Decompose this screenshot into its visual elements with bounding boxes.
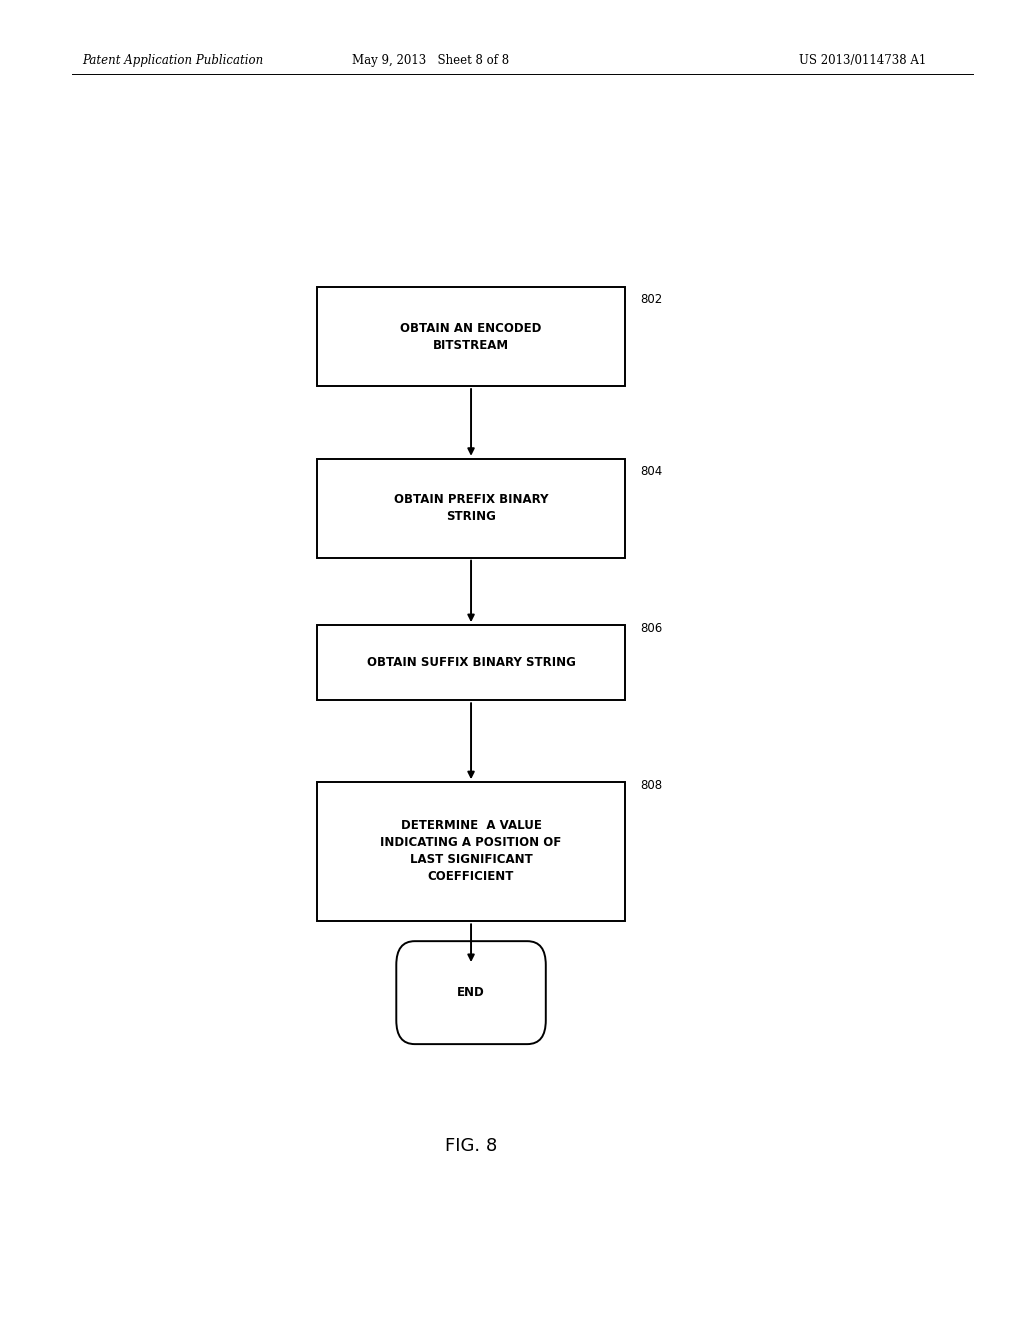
Bar bbox=[317, 626, 625, 700]
Text: FIG. 8: FIG. 8 bbox=[444, 1137, 498, 1155]
Text: OBTAIN AN ENCODED
BITSTREAM: OBTAIN AN ENCODED BITSTREAM bbox=[400, 322, 542, 351]
Bar bbox=[317, 781, 625, 921]
Text: OBTAIN SUFFIX BINARY STRING: OBTAIN SUFFIX BINARY STRING bbox=[367, 656, 575, 669]
FancyBboxPatch shape bbox=[396, 941, 546, 1044]
Text: Patent Application Publication: Patent Application Publication bbox=[82, 54, 263, 67]
Text: OBTAIN PREFIX BINARY
STRING: OBTAIN PREFIX BINARY STRING bbox=[394, 494, 548, 523]
Bar bbox=[317, 459, 625, 557]
Text: 808: 808 bbox=[640, 779, 663, 792]
Text: DETERMINE  A VALUE
INDICATING A POSITION OF
LAST SIGNIFICANT
COEFFICIENT: DETERMINE A VALUE INDICATING A POSITION … bbox=[380, 820, 562, 883]
Text: US 2013/0114738 A1: US 2013/0114738 A1 bbox=[799, 54, 926, 67]
Text: END: END bbox=[457, 986, 485, 999]
Text: 806: 806 bbox=[640, 622, 663, 635]
Text: 804: 804 bbox=[640, 465, 663, 478]
Text: 802: 802 bbox=[640, 293, 663, 306]
Text: May 9, 2013   Sheet 8 of 8: May 9, 2013 Sheet 8 of 8 bbox=[351, 54, 509, 67]
Bar bbox=[317, 288, 625, 385]
